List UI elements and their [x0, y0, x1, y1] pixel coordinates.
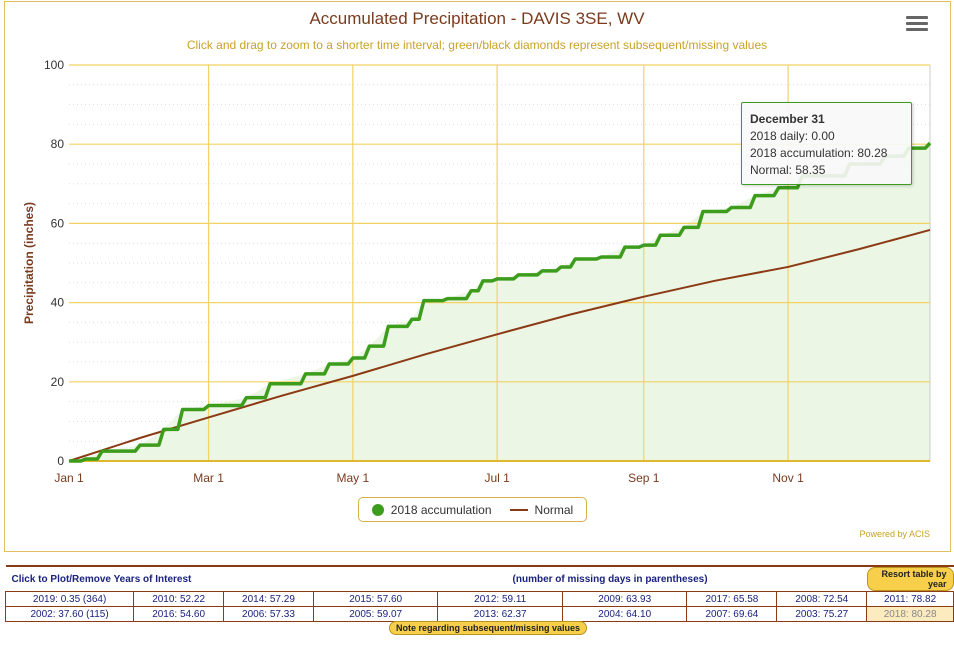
year-cell[interactable]: 2008: 72.54 [776, 591, 868, 607]
x-tick-label: Jan 1 [54, 471, 84, 485]
legend: 2018 accumulation Normal [358, 497, 587, 522]
year-cell[interactable]: 2011: 78.82 [866, 591, 954, 607]
y-axis-label: Precipitation (inches) [22, 202, 36, 324]
plot-area[interactable]: 0 20 40 60 80 100 Jan 1 Mar 1 May 1 Jul 1 Sep 1 Nov… [0, 0, 954, 560]
tooltip-date: December 31 [750, 112, 825, 126]
year-cell[interactable]: 2014: 57.29 [223, 591, 314, 607]
year-cell[interactable]: 2018: 80.28 [866, 606, 954, 622]
year-cell[interactable]: 2016: 54.60 [133, 606, 225, 622]
chart-container [4, 1, 951, 552]
hamburger-menu-icon[interactable] [906, 16, 928, 36]
chart-subtitle: Click and drag to zoom to a shorter time… [186, 38, 768, 52]
y-tick-label: 60 [51, 216, 65, 230]
x-tick-label: Nov 1 [772, 471, 804, 485]
tooltip-accumulation: 2018 accumulation: 80.28 [750, 146, 888, 160]
legend-marker-normal [509, 508, 528, 511]
accumulation-line [69, 141, 932, 463]
resort-button[interactable]: Resort table by year [866, 567, 954, 591]
year-cell[interactable]: 2015: 57.60 [312, 591, 439, 607]
year-cell[interactable]: 2002: 37.60 (115) [4, 606, 135, 622]
legend-item-normal[interactable]: Normal [509, 502, 574, 517]
table-row: 2002: 37.60 (115) 2016: 54.60 2006: 57.33 2… [4, 606, 954, 622]
year-cell[interactable]: 2019: 0.35 (364) [4, 591, 135, 607]
x-tick-label: Jul 1 [484, 471, 510, 485]
legend-label: 2018 accumulation [390, 502, 492, 517]
y-tick-label: 100 [44, 58, 64, 72]
y-tick-label: 40 [51, 296, 65, 310]
powered-by-link[interactable]: Powered by ACIS [859, 529, 930, 539]
year-cell[interactable]: 2010: 52.22 [133, 591, 225, 607]
legend-item-accumulation[interactable]: 2018 accumulation [371, 502, 492, 517]
year-cell[interactable]: 2017: 65.58 [686, 591, 778, 607]
years-table: Click to Plot/Remove Years of Interest (… [4, 565, 954, 622]
normal-line [68, 228, 931, 462]
year-cell[interactable]: 2007: 69.64 [686, 606, 778, 622]
tooltip-normal: Normal: 58.35 [750, 163, 826, 177]
year-cell[interactable]: 2003: 75.27 [776, 606, 868, 622]
x-tick-label: May 1 [337, 471, 370, 485]
legend-label: Normal [534, 502, 574, 517]
table-row: 2019: 0.35 (364) 2010: 52.22 2014: 57.29 20… [4, 591, 954, 607]
x-tick-label: Sep 1 [628, 471, 660, 485]
year-cell[interactable]: 2006: 57.33 [223, 606, 314, 622]
year-cell[interactable]: 2012: 59.11 [437, 591, 563, 607]
x-tick-label: Mar 1 [193, 471, 224, 485]
table-header-left: Click to Plot/Remove Years of Interest [5, 565, 314, 592]
note-button[interactable]: Note regarding subsequent/missing values [389, 621, 588, 635]
y-tick-label: 0 [57, 454, 64, 468]
table-header-mid: (number of missing days in parentheses) [313, 565, 867, 592]
legend-marker-accumulation [371, 503, 384, 516]
tooltip-daily: 2018 daily: 0.00 [750, 129, 835, 143]
tooltip: December 31 2018 daily: 0.00 2018 accumu… [741, 102, 912, 185]
y-tick-label: 20 [51, 375, 65, 389]
chart-title: Accumulated Precipitation - DAVIS 3SE, W… [309, 9, 645, 28]
y-tick-label: 80 [51, 137, 65, 151]
year-cell[interactable]: 2009: 63.93 [561, 591, 688, 607]
